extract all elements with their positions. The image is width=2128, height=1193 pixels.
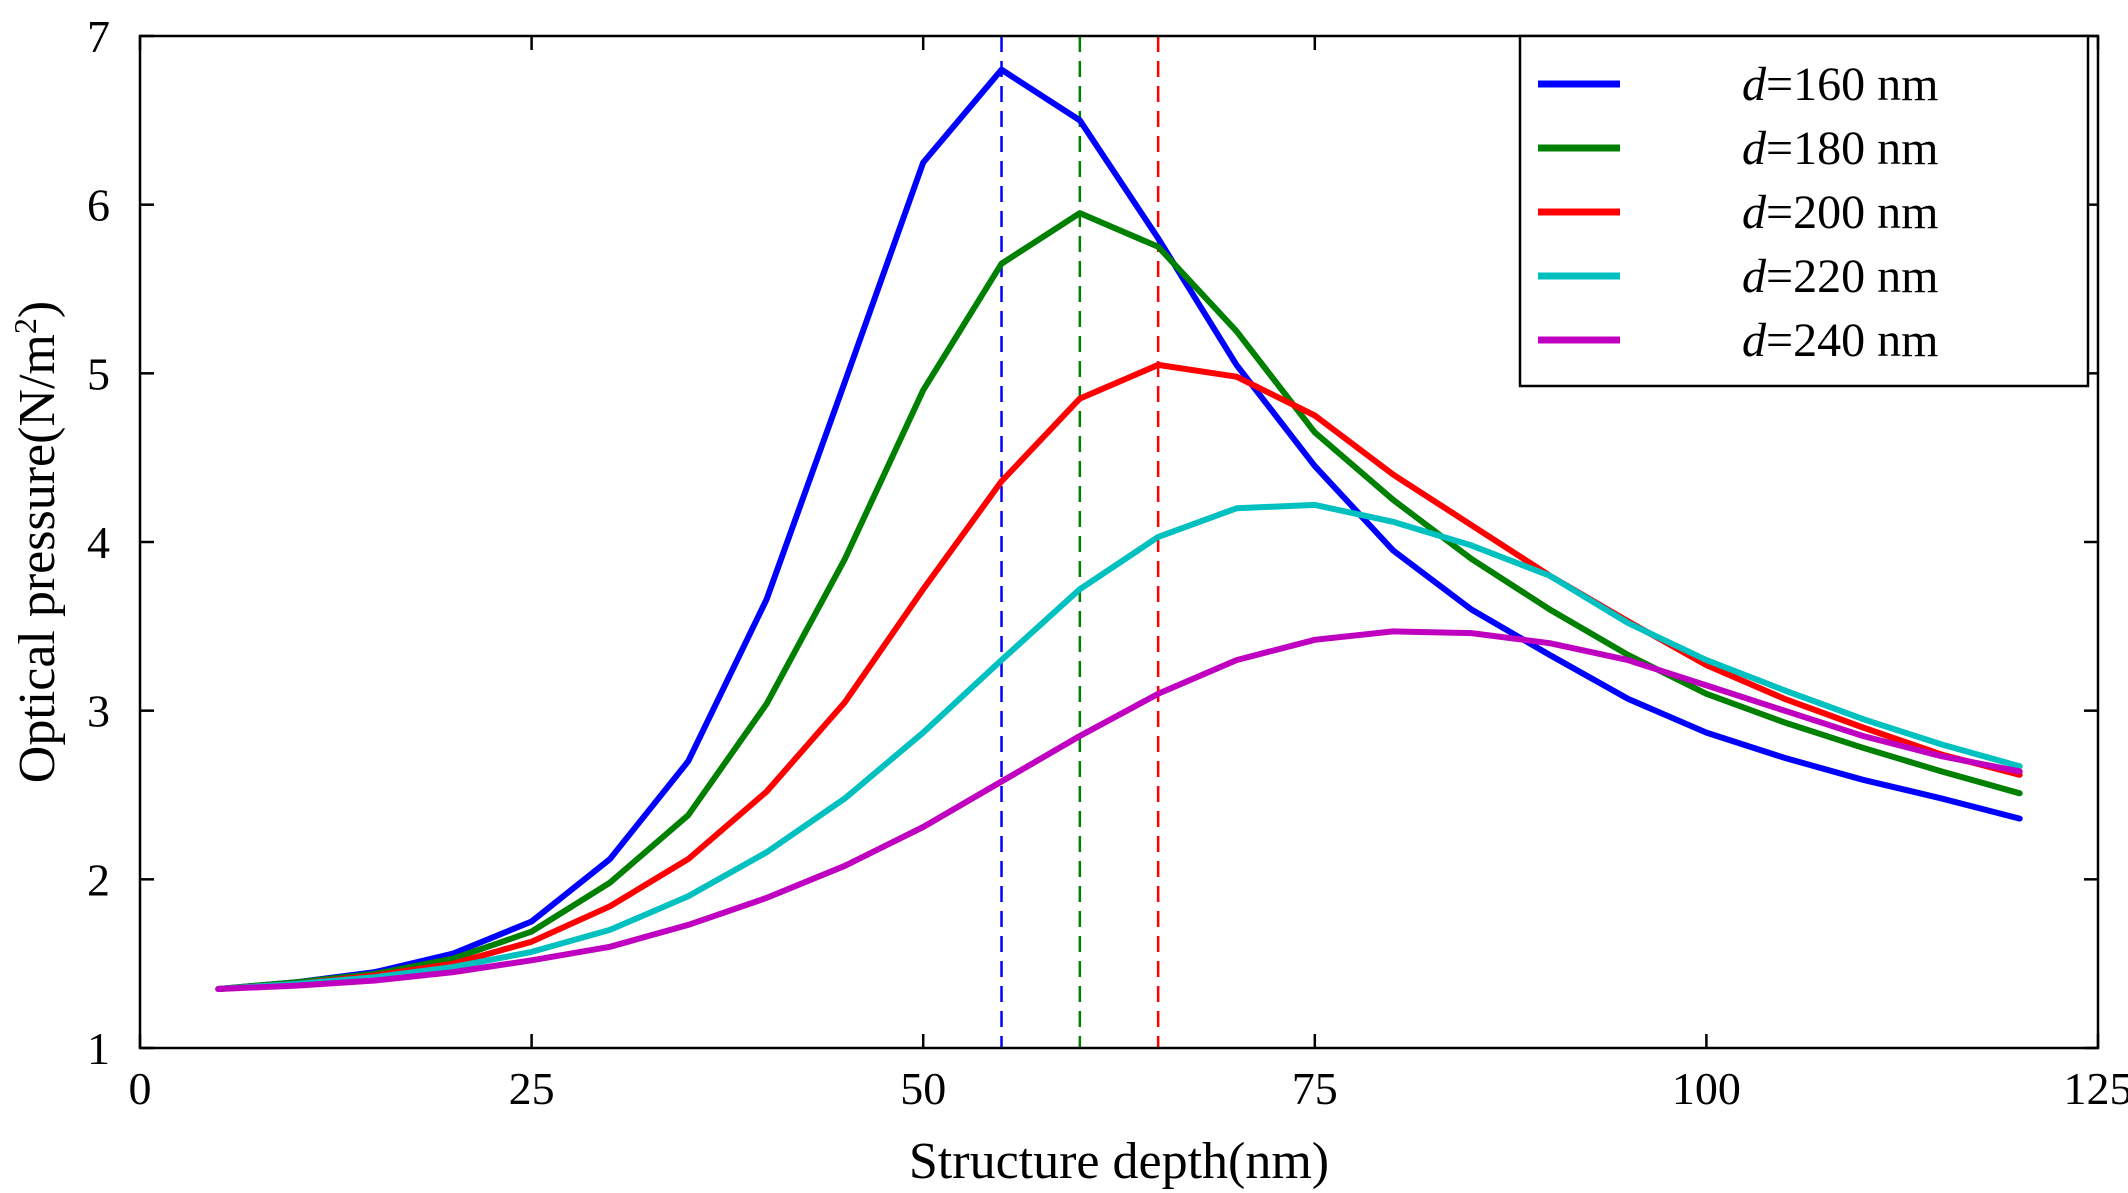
legend-label: d=240 nm [1742, 314, 1938, 367]
x-tick-label: 0 [129, 1063, 152, 1114]
series-line [215, 361, 2023, 992]
legend-label-variable: d [1742, 186, 1767, 239]
series-line [215, 628, 2023, 992]
legend-label-value: =160 nm [1766, 58, 1938, 111]
y-axis-title: Optical pressure(N/m2) [7, 301, 66, 783]
legend-label-variable: d [1742, 250, 1767, 303]
x-tick-label: 125 [2064, 1063, 2128, 1114]
series-line [215, 66, 2023, 992]
series-line [215, 210, 2023, 992]
y-tick-label: 2 [87, 854, 110, 905]
y-axis-title-superscript: 2 [7, 318, 43, 334]
y-tick-label: 7 [87, 11, 110, 62]
x-axis-title: Structure depth(nm) [909, 1133, 1329, 1190]
series-line [215, 501, 2023, 992]
reference-lines [1000, 36, 1160, 1048]
series-lines [215, 66, 2023, 992]
y-tick-label: 6 [87, 180, 110, 231]
y-tick-label: 1 [87, 1023, 110, 1074]
y-tick-label: 3 [87, 686, 110, 737]
legend: d=160 nmd=180 nmd=200 nmd=220 nmd=240 nm [1518, 34, 2090, 388]
legend-label-value: =200 nm [1766, 186, 1938, 239]
x-tick-label: 75 [1292, 1063, 1338, 1114]
y-axis-title-main: Optical pressure(N/m [9, 334, 66, 783]
legend-label-value: =240 nm [1766, 314, 1938, 367]
legend-label: d=180 nm [1742, 122, 1938, 175]
y-tick-label: 5 [87, 348, 110, 399]
y-axis-title-close: ) [9, 301, 66, 318]
legend-label-variable: d [1742, 58, 1767, 111]
y-tick-label: 4 [87, 517, 110, 568]
x-tick-label: 100 [1672, 1063, 1741, 1114]
legend-label-variable: d [1742, 314, 1767, 367]
x-axis: 0 25 50 75 100 125 [129, 36, 2128, 1114]
legend-label-variable: d [1742, 122, 1767, 175]
legend-label: d=200 nm [1742, 186, 1938, 239]
legend-label-value: =220 nm [1766, 250, 1938, 303]
legend-label: d=220 nm [1742, 250, 1938, 303]
legend-label-value: =180 nm [1766, 122, 1938, 175]
y-axis: 1 2 3 4 5 6 7 [87, 11, 2098, 1074]
x-tick-label: 25 [509, 1063, 555, 1114]
x-tick-label: 50 [900, 1063, 946, 1114]
legend-label: d=160 nm [1742, 58, 1938, 111]
